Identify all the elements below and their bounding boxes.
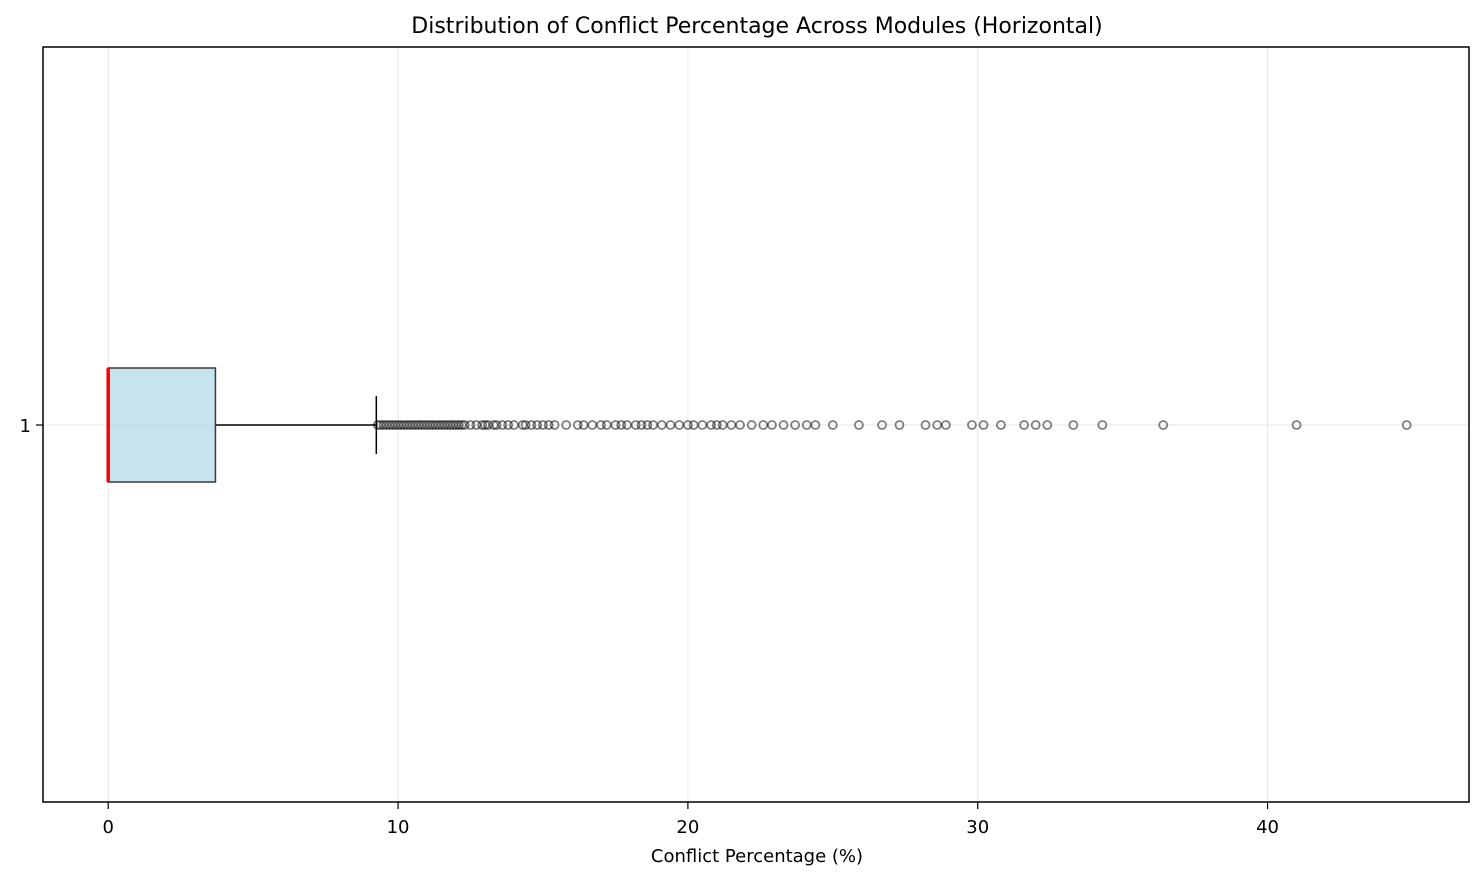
outlier-point bbox=[996, 420, 1006, 430]
outlier-point bbox=[682, 420, 693, 430]
outlier-point bbox=[967, 420, 977, 430]
outlier-point bbox=[778, 420, 789, 430]
outlier-point bbox=[1291, 420, 1302, 430]
outlier-point bbox=[549, 420, 560, 430]
outlier-point bbox=[610, 420, 621, 430]
x-tick-label: 10 bbox=[387, 817, 410, 838]
y-axis: 1 bbox=[20, 416, 43, 437]
outlier-point bbox=[767, 420, 777, 430]
x-tick-label: 20 bbox=[676, 817, 699, 838]
chart-title: Distribution of Conflict Percentage Acro… bbox=[411, 14, 1102, 39]
x-axis: 0 10 20 30 40 bbox=[102, 802, 1279, 838]
x-tick-label: 30 bbox=[966, 817, 989, 838]
x-axis-label: Conflict Percentage (%) bbox=[651, 846, 863, 867]
outlier-point bbox=[596, 420, 606, 430]
outlier-point bbox=[853, 420, 864, 430]
outlier-point bbox=[894, 420, 905, 430]
outlier-point bbox=[636, 420, 647, 430]
outlier-point bbox=[491, 420, 502, 430]
outlier-point bbox=[877, 420, 887, 430]
outlier-point bbox=[642, 420, 653, 430]
outlier-point bbox=[477, 420, 488, 430]
outlier-point bbox=[526, 420, 537, 430]
outlier-point bbox=[810, 420, 821, 430]
outlier-point bbox=[503, 420, 514, 430]
outlier-point bbox=[735, 420, 745, 430]
outlier-point bbox=[1030, 420, 1041, 430]
x-tick-label: 0 bbox=[102, 817, 113, 838]
outlier-point bbox=[543, 420, 554, 430]
outlier-point bbox=[459, 420, 470, 430]
outlier-point bbox=[616, 420, 627, 430]
outlier-point bbox=[1068, 420, 1079, 430]
outlier-point bbox=[630, 420, 641, 430]
outlier-point bbox=[572, 420, 583, 430]
outlier-point bbox=[1158, 420, 1169, 430]
plot-area bbox=[106, 367, 1412, 483]
outlier-point bbox=[465, 420, 476, 430]
outlier-point bbox=[454, 420, 464, 430]
outlier-point bbox=[1019, 420, 1029, 430]
outlier-point bbox=[711, 420, 722, 430]
outlier-point bbox=[978, 420, 989, 430]
outlier-point bbox=[920, 420, 931, 430]
outlier-point bbox=[827, 420, 838, 430]
x-tick-label: 40 bbox=[1256, 817, 1279, 838]
outlier-point bbox=[497, 420, 508, 430]
outlier-point bbox=[1042, 420, 1053, 430]
box-iqr bbox=[107, 367, 217, 483]
outlier-point bbox=[706, 420, 716, 430]
outlier-point bbox=[538, 420, 548, 430]
outlier-point bbox=[1097, 420, 1108, 430]
outlier-point bbox=[532, 420, 543, 430]
outlier-point bbox=[746, 420, 757, 430]
outlier-point bbox=[1401, 420, 1412, 430]
outlier-point bbox=[790, 420, 801, 430]
outlier-point bbox=[520, 420, 531, 430]
outlier-point bbox=[940, 420, 951, 430]
y-tick-label: 1 bbox=[20, 416, 31, 437]
outlier-point bbox=[561, 420, 572, 430]
